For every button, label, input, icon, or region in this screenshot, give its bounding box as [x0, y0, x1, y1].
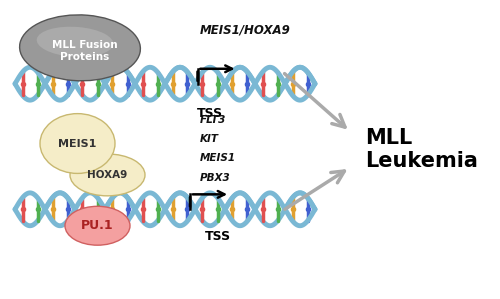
Text: TSS: TSS [197, 107, 223, 120]
Text: MLL
Leukemia: MLL Leukemia [365, 128, 478, 171]
Text: FLT3: FLT3 [200, 115, 226, 125]
Ellipse shape [20, 15, 140, 81]
Text: PU.1: PU.1 [81, 219, 114, 232]
Ellipse shape [65, 206, 130, 245]
Text: MEIS1: MEIS1 [58, 138, 96, 149]
Text: MEIS1/HOXA9: MEIS1/HOXA9 [200, 23, 291, 36]
Ellipse shape [70, 154, 145, 196]
Text: MEIS1: MEIS1 [200, 153, 236, 164]
Ellipse shape [40, 114, 115, 173]
Text: TSS: TSS [204, 230, 231, 243]
Text: PBX3: PBX3 [200, 173, 231, 183]
Ellipse shape [36, 27, 114, 57]
Text: KIT: KIT [200, 134, 219, 144]
Text: MLL Fusion
Proteins: MLL Fusion Proteins [52, 40, 118, 62]
Text: HOXA9: HOXA9 [88, 170, 128, 180]
